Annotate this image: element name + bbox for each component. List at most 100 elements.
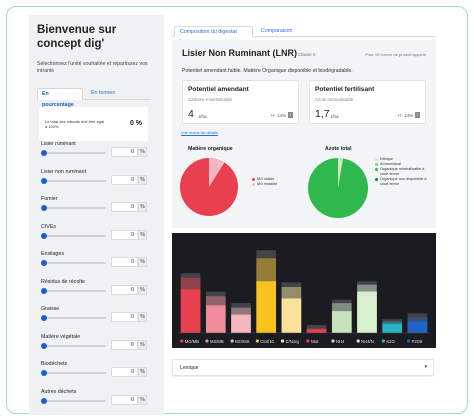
field-label: Ensilages: [41, 251, 64, 257]
field-fumier: Fumier 0%: [41, 196, 151, 226]
card-potentiel-fertilisant: Potentiel fertilisant Azote minéralisabl…: [309, 80, 426, 124]
slider-handle[interactable]: [41, 205, 47, 211]
tab-comparaison[interactable]: Comparaison: [261, 28, 293, 34]
slider-handle[interactable]: [41, 315, 47, 321]
tab-tonnes[interactable]: En tonnes: [91, 90, 115, 96]
slider-handle[interactable]: [41, 150, 47, 156]
field-graisse: Graisse 0%: [41, 306, 151, 336]
slice-mo-instable: [209, 158, 225, 187]
slider-handle[interactable]: [41, 260, 47, 266]
category-label: Ntot: [311, 339, 320, 344]
field-ensilages: Ensilages 0%: [41, 251, 151, 281]
lexique-accordion[interactable]: Lexique ▾: [172, 359, 434, 376]
unit-addon: %: [138, 229, 147, 240]
value-input[interactable]: 0: [111, 147, 138, 157]
category-marker: [356, 339, 360, 343]
field-lisier-ruminant: Lisier ruminant 0%: [41, 141, 151, 171]
pie-title-matiere-organique: Matière organique: [188, 146, 233, 152]
tab-percentage[interactable]: En pourcentage: [37, 88, 83, 108]
slider-track[interactable]: [43, 317, 106, 319]
legend-azote-total: Nitrique Ammoniacal Organique minéralisa…: [375, 157, 430, 187]
lexique-label: Lexique: [180, 365, 199, 371]
field-biodechets: Biodéchets 0%: [41, 361, 151, 391]
value-input[interactable]: 0: [111, 257, 138, 267]
bar-mo-mb-s0: [180, 289, 201, 333]
field-label: Lisier non ruminant: [41, 168, 87, 175]
legend-matiere-organique: MO stable MO instable: [252, 177, 277, 187]
chevron-down-icon[interactable]: ▾: [424, 364, 427, 370]
field-label: Autres déchets: [41, 388, 77, 395]
value-input[interactable]: 0: [111, 202, 138, 212]
slider-handle[interactable]: [41, 370, 47, 376]
slider-track[interactable]: [43, 179, 106, 182]
category-marker: [331, 339, 335, 343]
slider-track[interactable]: [43, 152, 106, 154]
value-input[interactable]: 0: [111, 339, 138, 350]
slider-handle[interactable]: [41, 397, 47, 404]
unit-addon: %: [138, 339, 147, 350]
category-marker: [381, 339, 385, 343]
class-label: Classe 6: [298, 52, 316, 57]
field-label: Résidus de récolte: [41, 278, 85, 285]
info-icon[interactable]: i: [288, 112, 293, 118]
pie-title-azote-total: Azote total: [325, 146, 352, 152]
unit-addon: %: [138, 257, 147, 267]
slider-handle[interactable]: [41, 177, 47, 184]
slider-track[interactable]: [43, 262, 106, 264]
legend-item: Organique non disponible à court terme: [375, 177, 430, 187]
category-label: Ctot/10: [260, 339, 274, 344]
bar-p2o5-s0: [407, 321, 428, 333]
category-label: C/Norg: [286, 339, 300, 344]
field-cives: CIVEs 0%: [41, 224, 151, 254]
slider-track[interactable]: [43, 234, 106, 237]
field-lisier-non-ruminant: Lisier non ruminant 0%: [41, 169, 151, 199]
info-icon[interactable]: i: [415, 112, 420, 118]
unit-addon: %: [138, 394, 147, 405]
card-title: Potentiel amendant: [188, 86, 249, 93]
card-subtitle: Azote minéralisable: [315, 97, 354, 102]
total-label: Le total des intrants doit être égal à 1…: [45, 119, 105, 129]
slider-track[interactable]: [43, 399, 106, 402]
panel-note: Pour 10 tonnes de produit apporté: [365, 52, 426, 57]
slice-nitrique: [338, 157, 343, 188]
unit-addon: %: [138, 367, 147, 377]
category-marker: [306, 339, 310, 343]
slider-handle[interactable]: [41, 342, 47, 349]
composition-panel: Lisier Non Ruminant (LNR) Classe 6 Pour …: [172, 40, 436, 228]
category-label: MO/MB: [185, 339, 199, 344]
field-label: Lisier ruminant: [41, 141, 76, 147]
field-label: Graisse: [41, 306, 60, 312]
sidebar-title: Bienvenue sur concept dig': [37, 24, 117, 50]
content-tabs: Composition du digestat brut Comparaison: [172, 26, 436, 45]
slider-track[interactable]: [43, 289, 106, 292]
slider-track[interactable]: [43, 372, 106, 374]
slider-track[interactable]: [43, 207, 106, 209]
field-label: Fumier: [41, 196, 58, 202]
total-box: Le total des intrants doit être égal à 1…: [39, 107, 148, 141]
value-input[interactable]: 0: [111, 229, 138, 240]
value-input[interactable]: 0: [111, 312, 138, 322]
bar-nh4-s0: [331, 311, 352, 333]
value-input[interactable]: 0: [111, 367, 138, 377]
bar-ntot-s2: [306, 324, 327, 333]
category-label: K2O: [386, 339, 395, 344]
card-value: 1,7: [315, 108, 330, 120]
slider-handle[interactable]: [41, 232, 47, 239]
field-label: Matière végétale: [41, 333, 81, 340]
tab-composition[interactable]: Composition du digestat brut: [174, 26, 253, 45]
category-marker: [406, 339, 411, 343]
value-input[interactable]: 0: [111, 174, 138, 185]
bar-ctot-10-s0: [256, 281, 277, 333]
field-matiere-vegetale: Matière végétale 0%: [41, 334, 151, 364]
unit-addon: %: [138, 312, 147, 322]
category-label: MS/MB: [210, 339, 224, 344]
field-label: Biodéchets: [41, 361, 68, 367]
composition-bar-chart: MO/MB MS/MB MO/MS Ctot/10 C/Norg Ntot NH4 NH4/N…: [172, 233, 436, 348]
value-input[interactable]: 0: [111, 284, 138, 295]
field-label: CIVEs: [41, 223, 57, 230]
slider-track[interactable]: [43, 344, 106, 347]
toggle-details-link[interactable]: Voir moins de détails: [181, 130, 218, 135]
value-input[interactable]: 0: [111, 394, 138, 405]
unit-addon: %: [138, 147, 147, 157]
slider-handle[interactable]: [41, 287, 47, 294]
